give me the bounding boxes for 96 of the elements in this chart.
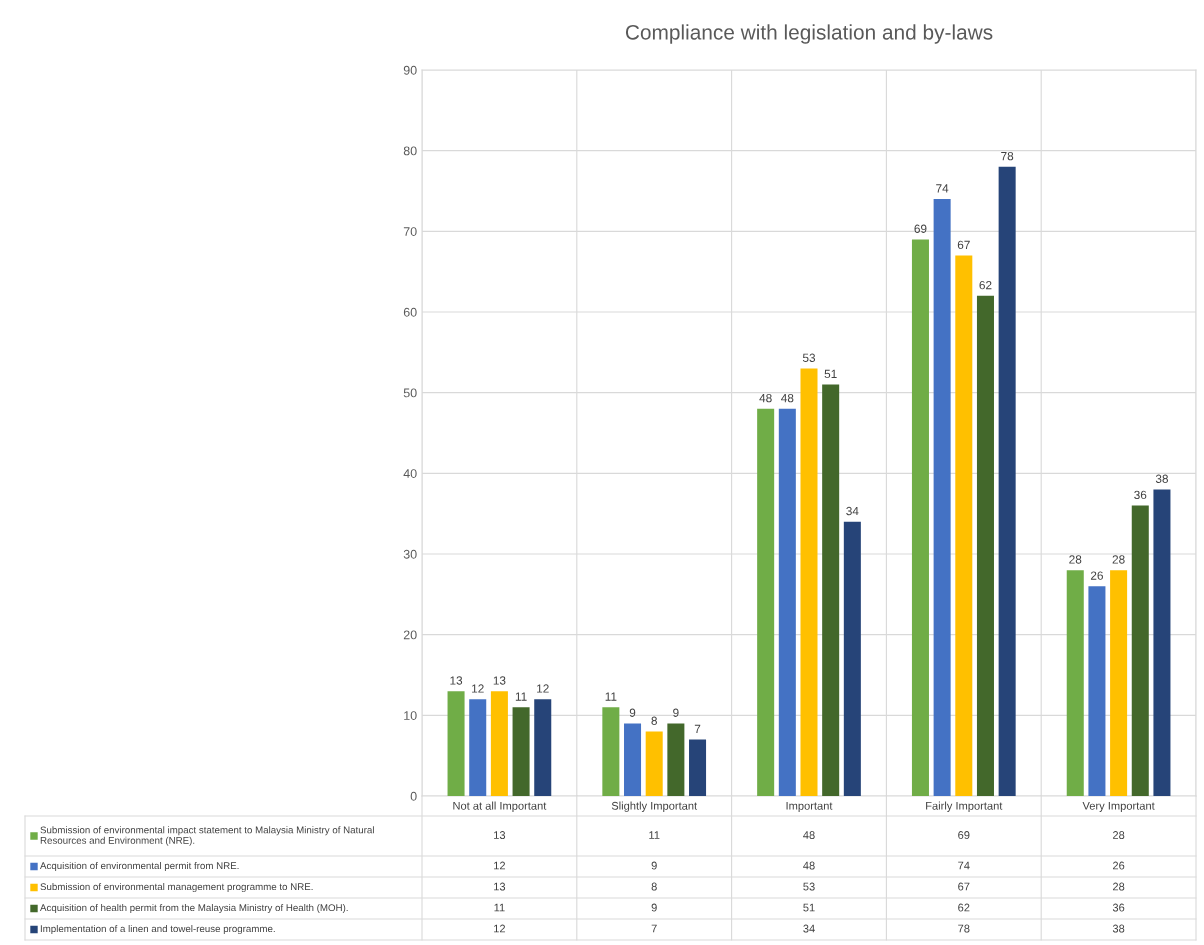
data-label: 13 bbox=[494, 831, 506, 839]
legend-label: Acquisition of health permit from the Malaysia Ministry of Health (MOH). bbox=[40, 903, 348, 914]
bar bbox=[843, 521, 861, 796]
bar bbox=[800, 368, 818, 796]
bar bbox=[1153, 489, 1171, 796]
bar bbox=[602, 707, 620, 796]
y-tick-label: 0 bbox=[410, 791, 417, 801]
text: 12 bbox=[537, 684, 549, 693]
text: 38 bbox=[1155, 474, 1168, 483]
text: 9 bbox=[629, 708, 636, 717]
data-label: 28 bbox=[1112, 882, 1125, 891]
legend-label: Implementation of a linen and towel-reuse programme. bbox=[40, 924, 275, 935]
x-tick-label: Fairly Important bbox=[926, 801, 1003, 812]
bar bbox=[667, 723, 685, 796]
data-label: 69 bbox=[958, 831, 970, 839]
x-tick-label: Slightly Important bbox=[611, 801, 698, 812]
bar bbox=[645, 731, 663, 796]
text: 34 bbox=[846, 506, 859, 516]
data-label: 9 bbox=[651, 861, 657, 870]
data-label: 28 bbox=[1112, 831, 1125, 839]
bar bbox=[911, 239, 929, 796]
bar bbox=[490, 691, 508, 796]
data-label: 11 bbox=[649, 831, 660, 839]
data-label: 34 bbox=[803, 924, 815, 933]
text: 62 bbox=[979, 281, 992, 290]
y-tick-label: 60 bbox=[403, 307, 417, 317]
data-label: 74 bbox=[958, 861, 970, 870]
text: 7 bbox=[694, 724, 701, 733]
data-label: 53 bbox=[803, 882, 815, 891]
data-label: 48 bbox=[803, 861, 815, 870]
x-tick-label: Very Important bbox=[1082, 801, 1155, 812]
bar bbox=[469, 699, 487, 796]
text: 28 bbox=[1112, 555, 1125, 564]
x-tick-label: Not at all Important bbox=[453, 801, 547, 812]
data-label: 38 bbox=[1112, 924, 1125, 933]
text: 36 bbox=[1134, 490, 1147, 500]
chart-title: Compliance with legislation and by-laws bbox=[625, 24, 993, 44]
data-label: 7 bbox=[651, 924, 657, 933]
data-label: 8 bbox=[651, 882, 657, 891]
text: 48 bbox=[781, 393, 794, 403]
bar bbox=[778, 408, 796, 796]
bar bbox=[976, 295, 994, 796]
data-label: 12 bbox=[494, 924, 506, 933]
bar bbox=[1066, 570, 1084, 796]
data-label: 62 bbox=[958, 903, 970, 912]
text: 74 bbox=[936, 184, 949, 193]
bar bbox=[689, 739, 707, 796]
data-label: 51 bbox=[803, 903, 815, 912]
text: 13 bbox=[450, 676, 463, 685]
legend-label: Submission of environmental impact statement to Malaysia Ministry of Natural Resources and Environment (NRE). bbox=[40, 826, 374, 846]
data-label: 78 bbox=[958, 924, 970, 933]
text: 11 bbox=[605, 692, 617, 701]
data-label: 26 bbox=[1112, 861, 1125, 870]
data-label: 36 bbox=[1112, 903, 1125, 912]
data-label: 11 bbox=[494, 903, 505, 912]
bar bbox=[1088, 586, 1106, 796]
bar bbox=[534, 699, 552, 796]
data-label: 9 bbox=[651, 903, 657, 912]
text: 9 bbox=[673, 708, 679, 717]
text: 28 bbox=[1069, 555, 1082, 564]
y-tick-label: 50 bbox=[403, 388, 417, 398]
text: 51 bbox=[824, 369, 837, 379]
text: 67 bbox=[957, 240, 970, 250]
data-label: 48 bbox=[803, 831, 815, 839]
y-tick-label: 30 bbox=[403, 549, 417, 559]
y-tick-label: 40 bbox=[403, 469, 417, 478]
bar bbox=[822, 384, 840, 796]
text: 12 bbox=[472, 684, 484, 693]
text: 48 bbox=[759, 393, 772, 403]
y-tick-label: 80 bbox=[403, 146, 417, 156]
y-tick-label: 90 bbox=[403, 65, 417, 75]
data-label: 12 bbox=[494, 861, 506, 870]
bar bbox=[512, 707, 530, 796]
x-tick-label: Important bbox=[786, 801, 833, 812]
text: 78 bbox=[1001, 151, 1014, 161]
bar bbox=[757, 408, 775, 796]
bar bbox=[624, 723, 642, 796]
bar bbox=[1110, 570, 1128, 796]
text: 53 bbox=[802, 353, 816, 362]
legend-label: Acquisition of environmental permit from NRE. bbox=[40, 861, 239, 872]
text: 8 bbox=[651, 716, 657, 725]
legend-label: Submission of environmental management programme to NRE. bbox=[40, 882, 313, 893]
text: 11 bbox=[515, 692, 527, 701]
bar bbox=[447, 691, 465, 796]
text: 13 bbox=[493, 676, 506, 685]
data-label: 67 bbox=[958, 882, 970, 891]
bar bbox=[1131, 505, 1149, 796]
bar bbox=[998, 166, 1016, 796]
text: 69 bbox=[914, 224, 927, 233]
y-tick-label: 20 bbox=[403, 630, 417, 640]
data-label: 13 bbox=[494, 882, 506, 891]
bar bbox=[933, 199, 951, 796]
bar bbox=[955, 255, 973, 796]
text: 26 bbox=[1090, 571, 1103, 580]
y-tick-label: 70 bbox=[403, 227, 417, 236]
y-tick-label: 10 bbox=[404, 711, 417, 720]
